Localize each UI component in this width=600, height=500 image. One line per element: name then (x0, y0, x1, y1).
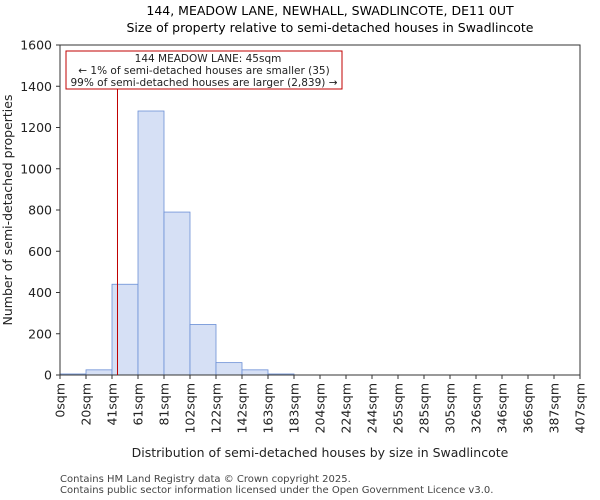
x-tick-label: 142sqm (235, 383, 250, 433)
y-tick-label: 1400 (20, 79, 52, 94)
y-tick-label: 200 (28, 326, 52, 341)
x-tick-label: 366sqm (521, 383, 536, 433)
x-tick-label: 407sqm (573, 383, 588, 433)
chart-subtitle: Size of property relative to semi-detach… (126, 20, 533, 35)
x-tick-label: 285sqm (417, 383, 432, 433)
x-tick-label: 0sqm (53, 383, 68, 418)
histogram-bar-20sqm (85, 369, 113, 376)
y-tick-label: 400 (28, 285, 52, 300)
footer-credit-1: Contains HM Land Registry data © Crown c… (60, 474, 351, 485)
x-tick-label: 265sqm (391, 383, 406, 433)
x-tick-label: 61sqm (131, 383, 146, 426)
x-tick-label: 387sqm (547, 383, 562, 433)
footer-credit-2: Contains public sector information licen… (60, 485, 494, 496)
x-tick-label: 346sqm (495, 383, 510, 433)
y-tick-label: 1600 (20, 38, 52, 53)
annotation-box: 144 MEADOW LANE: 45sqm ← 1% of semi-deta… (65, 50, 343, 90)
x-axis-label: Distribution of semi-detached houses by … (132, 445, 509, 460)
x-tick-label: 163sqm (261, 383, 276, 433)
histogram-bar-81sqm (163, 211, 191, 376)
y-tick-label: 1200 (20, 120, 52, 135)
histogram-bar-41sqm (111, 283, 139, 376)
histogram-bar-102sqm (189, 324, 217, 376)
histogram-bar-122sqm (215, 362, 243, 376)
annotation-line-2: ← 1% of semi-detached houses are smaller… (78, 65, 329, 77)
x-tick-label: 244sqm (365, 383, 380, 433)
annotation-line-1: 144 MEADOW LANE: 45sqm (135, 53, 282, 65)
x-tick-label: 183sqm (287, 383, 302, 433)
histogram-bar-142sqm (241, 369, 269, 376)
annotation-line-3: 99% of semi-detached houses are larger (… (70, 77, 337, 89)
y-tick-label: 600 (28, 244, 52, 259)
x-tick-label: 305sqm (443, 383, 458, 433)
x-axis-ticks: 0sqm 20sqm 41sqm 61sqm 81sqm 102sqm 122sqm 142s… (53, 375, 588, 433)
y-axis-ticks: 0 200 400 600 800 1000 1200 1400 1600 (20, 38, 60, 383)
annotation-frame (65, 50, 343, 90)
y-tick-label: 800 (28, 203, 52, 218)
chart-title: 144, MEADOW LANE, NEWHALL, SWADLINCOTE, … (146, 3, 514, 18)
bars (59, 110, 295, 376)
x-tick-label: 224sqm (339, 383, 354, 433)
plot-frame (59, 44, 581, 376)
x-tick-label: 326sqm (469, 383, 484, 433)
x-tick-label: 81sqm (157, 383, 172, 426)
x-tick-label: 204sqm (313, 383, 328, 433)
y-axis-label: Number of semi-detached properties (0, 95, 15, 326)
y-tick-label: 0 (44, 368, 52, 383)
x-tick-label: 102sqm (183, 383, 198, 433)
histogram-bar-61sqm (137, 110, 165, 376)
y-tick-label: 1000 (20, 161, 52, 176)
x-tick-label: 122sqm (209, 383, 224, 433)
x-tick-label: 41sqm (105, 383, 120, 426)
x-tick-label: 20sqm (79, 383, 94, 426)
